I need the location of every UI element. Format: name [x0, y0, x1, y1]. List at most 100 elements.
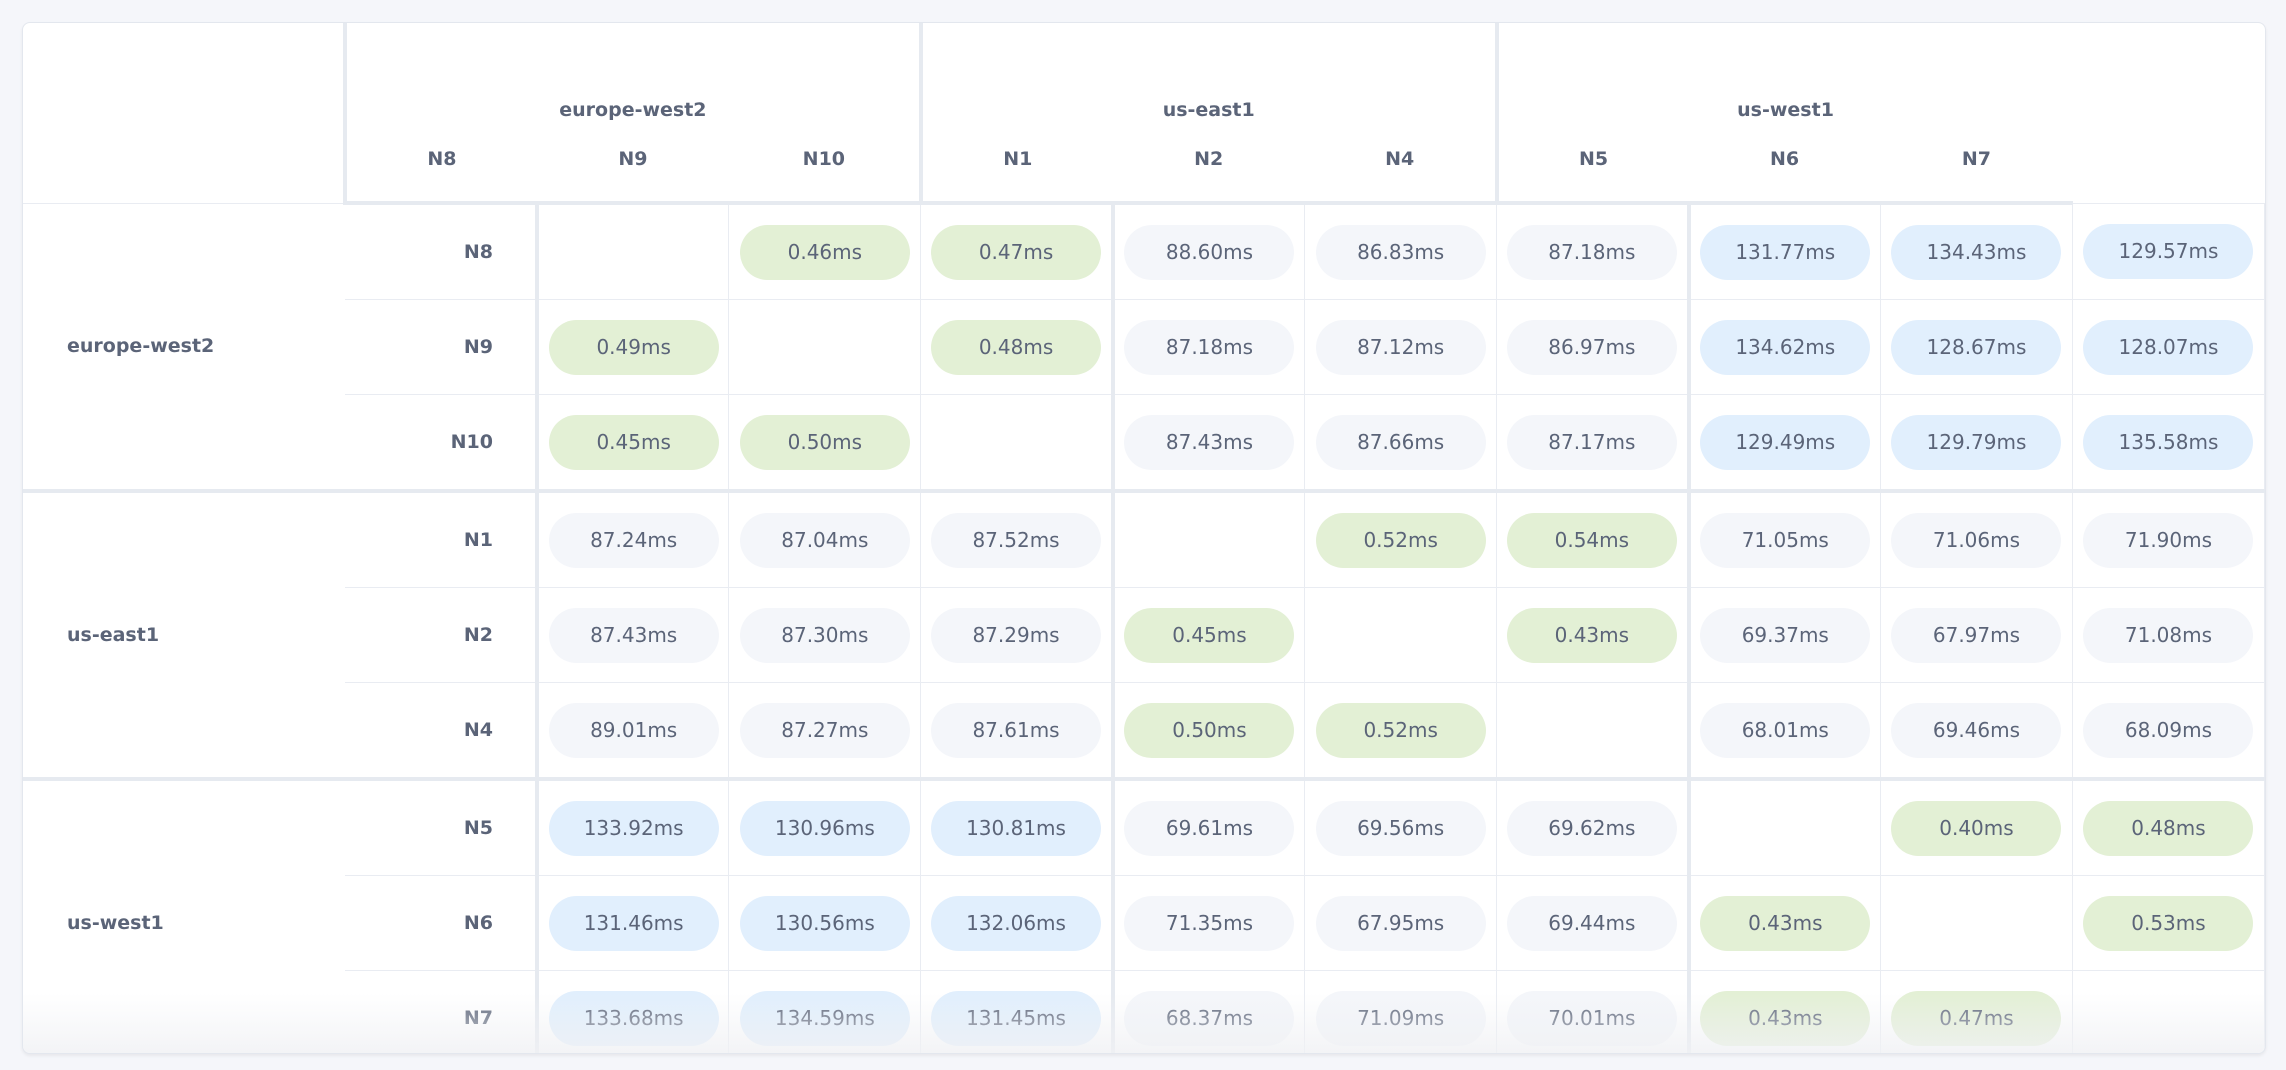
latency-pill: 128.67ms — [1891, 319, 2062, 375]
latency-cell: 0.43ms — [1686, 970, 1881, 1053]
latency-pill: 134.62ms — [1700, 319, 1871, 375]
latency-cell: 0.47ms — [920, 202, 1114, 300]
table-row: europe-west2 N8 0.46ms 0.47ms 88.60ms 86.83ms… — [23, 202, 2265, 492]
latency-cell: 68.09ms — [2071, 682, 2265, 780]
latency-pill: 87.66ms — [1315, 414, 1486, 470]
table-row: N10 0.45ms 0.50ms 87.43ms 87.66ms 87.17ms 129.… — [23, 394, 2265, 492]
latency-cell: 128.67ms — [1880, 299, 2073, 395]
column-node-header: N5 — [1494, 133, 1689, 205]
latency-pill: 0.47ms — [1891, 990, 2062, 1046]
column-node-label: N9 — [618, 148, 648, 170]
latency-cell: 129.57ms — [2071, 202, 2265, 300]
latency-cell: 0.43ms — [1686, 875, 1881, 971]
latency-cell: 134.43ms — [1880, 202, 2073, 300]
latency-cell: 87.43ms — [1110, 394, 1306, 492]
column-node-header: N8 — [343, 133, 537, 205]
latency-pill: 87.12ms — [1315, 319, 1486, 375]
latency-pill: 131.45ms — [931, 990, 1102, 1046]
latency-cell: 71.05ms — [1686, 489, 1881, 588]
latency-cell: 71.09ms — [1304, 970, 1498, 1053]
column-node-header: N10 — [728, 133, 921, 205]
column-node-header: N1 — [918, 133, 1113, 205]
row-node-label: N2 — [345, 587, 539, 683]
latency-pill: 0.52ms — [1315, 702, 1486, 758]
latency-cell: 0.48ms — [2071, 777, 2265, 876]
latency-pill: 87.43ms — [548, 607, 719, 663]
latency-cell: 71.35ms — [1110, 875, 1306, 971]
row-node-label: N4 — [345, 682, 539, 780]
latency-cell: 134.62ms — [1686, 299, 1881, 395]
latency-cell: 89.01ms — [536, 682, 730, 780]
latency-pill: 0.45ms — [1124, 607, 1295, 663]
column-node-label: N1 — [1003, 148, 1033, 170]
latency-cell — [1304, 587, 1498, 683]
table-row: N2 87.43ms 87.30ms 87.29ms 0.45ms 0.43ms 69.37… — [23, 587, 2265, 683]
latency-pill: 68.37ms — [1124, 990, 1295, 1046]
latency-cell: 71.06ms — [1880, 489, 2073, 588]
latency-pill: 135.58ms — [2083, 414, 2254, 470]
latency-cell: 134.59ms — [728, 970, 922, 1053]
latency-pill: 86.83ms — [1315, 224, 1486, 280]
latency-pill: 134.59ms — [739, 990, 910, 1046]
latency-cell: 86.97ms — [1496, 299, 1690, 395]
column-node-label: N7 — [1961, 148, 1992, 170]
latency-cell: 0.54ms — [1496, 489, 1690, 588]
latency-pill: 87.52ms — [931, 512, 1102, 568]
row-node-label: N6 — [345, 875, 539, 971]
column-group-header: us-east1 — [918, 23, 1497, 133]
latency-cell: 87.29ms — [920, 587, 1114, 683]
latency-pill: 71.06ms — [1891, 512, 2062, 568]
latency-pill: 0.53ms — [2083, 895, 2254, 951]
latency-cell: 128.07ms — [2071, 299, 2265, 395]
latency-cell: 69.37ms — [1686, 587, 1881, 683]
latency-pill: 67.97ms — [1891, 607, 2062, 663]
latency-pill: 87.43ms — [1124, 414, 1295, 470]
latency-pill: 0.54ms — [1506, 512, 1677, 568]
latency-cell: 69.61ms — [1110, 777, 1306, 876]
latency-cell: 133.92ms — [536, 777, 730, 876]
latency-pill: 0.52ms — [1315, 512, 1486, 568]
column-group-label: us-east1 — [1162, 99, 1255, 121]
latency-pill: 0.43ms — [1700, 990, 1871, 1046]
latency-cell: 0.45ms — [536, 394, 730, 492]
latency-cell — [728, 299, 922, 395]
latency-pill: 69.37ms — [1700, 607, 1871, 663]
latency-pill: 67.95ms — [1315, 895, 1486, 951]
latency-cell — [1110, 489, 1306, 588]
latency-pill: 128.07ms — [2083, 319, 2254, 375]
latency-pill: 87.04ms — [739, 512, 910, 568]
latency-pill: 129.57ms — [2083, 223, 2254, 279]
latency-cell: 69.56ms — [1304, 777, 1498, 876]
latency-cell: 87.52ms — [920, 489, 1114, 588]
latency-cell: 87.24ms — [536, 489, 730, 588]
latency-pill: 131.46ms — [548, 895, 719, 951]
latency-pill: 70.01ms — [1506, 990, 1677, 1046]
latency-cell: 87.27ms — [728, 682, 922, 780]
latency-pill: 87.27ms — [739, 702, 910, 758]
latency-cell: 133.68ms — [536, 970, 730, 1053]
latency-cell: 69.62ms — [1496, 777, 1690, 876]
latency-cell: 87.18ms — [1496, 202, 1690, 300]
latency-pill: 69.44ms — [1506, 895, 1677, 951]
latency-cell: 131.45ms — [920, 970, 1114, 1053]
latency-cell: 67.95ms — [1304, 875, 1498, 971]
table-row: N9 0.49ms 0.48ms 87.18ms 87.12ms 86.97ms 134.6… — [23, 299, 2265, 395]
latency-cell: 67.97ms — [1880, 587, 2073, 683]
column-node-label: N5 — [1579, 148, 1609, 170]
latency-pill: 87.18ms — [1124, 319, 1295, 375]
latency-pill: 68.01ms — [1700, 702, 1871, 758]
latency-pill: 87.61ms — [931, 702, 1102, 758]
latency-cell: 0.52ms — [1304, 489, 1498, 588]
latency-pill: 0.49ms — [548, 319, 719, 375]
latency-pill: 129.49ms — [1700, 414, 1871, 470]
table-row: us-west1 N5 133.92ms 130.96ms 130.81ms 69.61m… — [23, 777, 2265, 1053]
latency-pill: 0.43ms — [1700, 895, 1871, 951]
row-group-label: us-west1 — [23, 777, 345, 1053]
latency-pill: 71.05ms — [1700, 512, 1871, 568]
latency-cell: 69.46ms — [1880, 682, 2073, 780]
latency-pill: 0.48ms — [2083, 800, 2254, 856]
latency-pill: 69.46ms — [1891, 702, 2062, 758]
latency-cell: 0.45ms — [1110, 587, 1306, 683]
column-node-header: N4 — [1304, 133, 1497, 205]
latency-cell: 87.12ms — [1304, 299, 1498, 395]
